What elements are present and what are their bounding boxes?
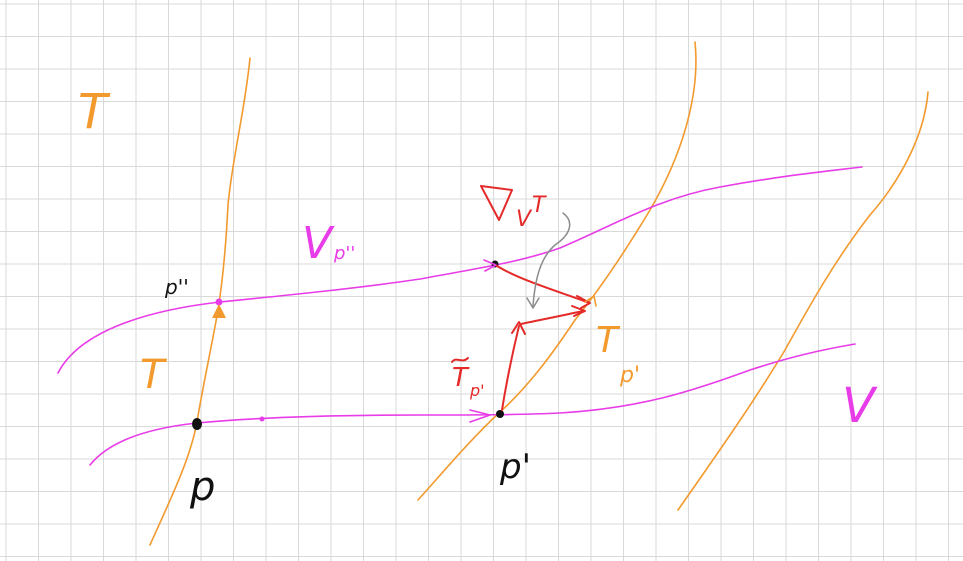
triangle-marker <box>212 304 226 318</box>
point-p-prime <box>496 410 504 418</box>
label-t-top: T <box>78 84 111 140</box>
v-arrow-lower <box>469 409 491 423</box>
label-v-right: V <box>842 378 878 434</box>
nabla-glyph <box>480 185 513 221</box>
label-v-pp: V <box>302 218 335 269</box>
red-arrow-upper-to-tangent <box>496 265 588 303</box>
red-arrowhead-3 <box>571 305 586 317</box>
label-p-double-prime: p'' <box>164 275 189 299</box>
v-curve-upper <box>57 166 863 374</box>
label-t-mid: T <box>140 352 168 398</box>
label-nabla-sup: T <box>532 193 547 218</box>
label-p-prime: p' <box>499 447 531 487</box>
v-curve-lower <box>89 343 856 466</box>
gray-arrowhead <box>526 297 540 309</box>
curve-right <box>677 91 929 511</box>
v-arrow-upper <box>483 259 497 272</box>
label-t-tilde: T <box>452 363 470 393</box>
red-arrow-t-tilde <box>501 325 520 411</box>
label-v-pp-sub: p'' <box>333 243 355 264</box>
tilde-glyph <box>451 357 469 363</box>
gray-pointer <box>532 212 571 307</box>
small-dot <box>259 416 265 422</box>
label-nabla-sub: V <box>516 207 533 232</box>
red-arrow-difference <box>520 310 584 325</box>
orange-arrowhead <box>584 295 597 307</box>
point-p-double-prime <box>215 298 223 306</box>
label-t-tilde-sub: p' <box>469 381 485 400</box>
label-p: p <box>189 464 215 510</box>
red-arrowhead-2 <box>511 321 526 335</box>
label-t-p-prime: T <box>596 320 621 361</box>
red-arrowhead-1 <box>576 295 591 309</box>
point-p <box>192 418 202 430</box>
label-t-p-prime-sub: p' <box>619 363 640 388</box>
